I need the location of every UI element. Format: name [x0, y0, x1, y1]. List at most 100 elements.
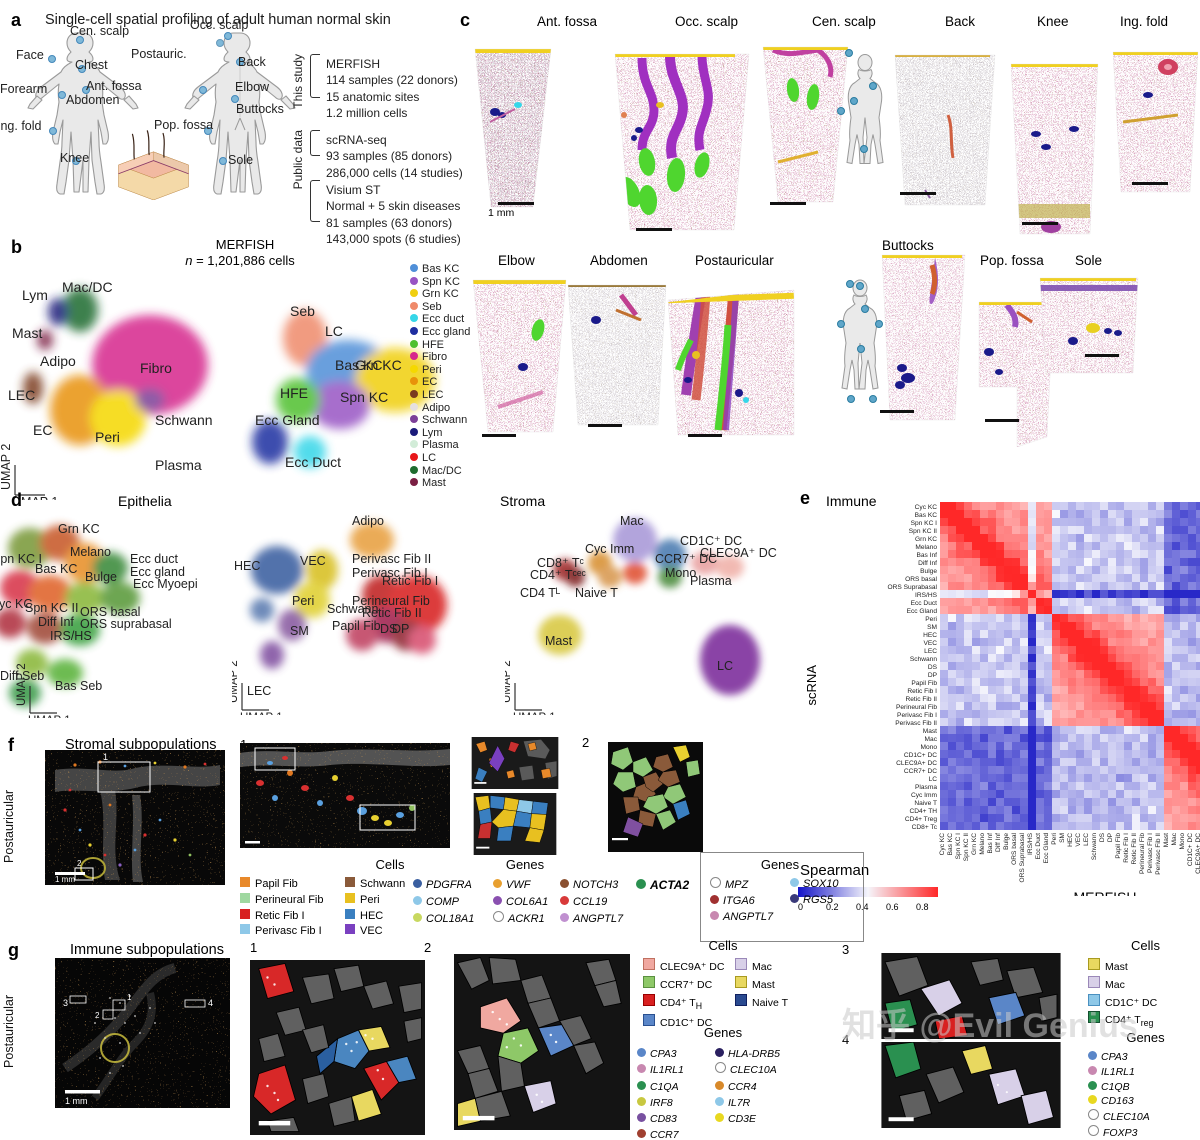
svg-text:Ecc duct: Ecc duct — [130, 552, 178, 566]
svg-text:Peri: Peri — [95, 429, 120, 445]
svg-text:Schwann: Schwann — [1091, 833, 1098, 860]
svg-text:CLEC9A+ DC: CLEC9A+ DC — [1195, 833, 1200, 874]
svg-text:UMAP 1: UMAP 1 — [240, 712, 283, 715]
svg-text:UMAP 2: UMAP 2 — [16, 663, 28, 706]
svg-text:VEC: VEC — [300, 554, 326, 568]
svg-text:1: 1 — [127, 993, 132, 1002]
svg-text:Ecc Duct: Ecc Duct — [285, 454, 341, 470]
svg-text:Retic Fib II: Retic Fib II — [1131, 833, 1138, 865]
svg-text:2: 2 — [95, 1011, 100, 1020]
svg-text:Spn KC I: Spn KC I — [955, 833, 962, 860]
svg-text:Bas Inf: Bas Inf — [987, 833, 994, 854]
svg-text:Ecc Duct: Ecc Duct — [1035, 833, 1042, 860]
svg-text:SM: SM — [927, 624, 937, 631]
svg-text:Mac: Mac — [925, 736, 938, 743]
svg-text:Retic Fib I: Retic Fib I — [1123, 833, 1130, 863]
svg-text:SM: SM — [1059, 833, 1066, 843]
svg-text:4: 4 — [208, 998, 213, 1008]
svg-text:Perivasc Fib I: Perivasc Fib I — [897, 712, 937, 719]
svg-text:Bulge: Bulge — [920, 568, 937, 575]
svg-text:Papil Fib: Papil Fib — [911, 680, 937, 687]
svg-text:Melano: Melano — [70, 545, 111, 559]
svg-text:Fibro: Fibro — [140, 360, 172, 376]
svg-text:Lym: Lym — [22, 287, 48, 303]
svg-text:Naive T: Naive T — [914, 800, 937, 807]
svg-text:Schwann: Schwann — [910, 656, 937, 663]
svg-text:Seb: Seb — [290, 303, 315, 319]
svg-text:CD4⁺ Tᶜᵉᶜ: CD4⁺ Tᶜᵉᶜ — [530, 568, 587, 582]
svg-text:Mono: Mono — [1179, 833, 1186, 850]
svg-text:MERFISH: MERFISH — [1074, 889, 1137, 896]
svg-text:Grn KC: Grn KC — [355, 357, 402, 373]
svg-text:Mac: Mac — [620, 514, 644, 528]
svg-text:DS: DS — [928, 664, 938, 671]
svg-text:UMAP 1: UMAP 1 — [28, 715, 71, 718]
svg-text:Peri: Peri — [925, 616, 937, 623]
svg-text:1: 1 — [103, 752, 108, 762]
svg-text:Bulge: Bulge — [85, 570, 117, 584]
svg-text:Adipo: Adipo — [40, 353, 76, 369]
svg-text:Melano: Melano — [979, 833, 986, 855]
svg-text:3: 3 — [63, 998, 68, 1008]
svg-text:LC: LC — [717, 659, 733, 673]
svg-text:UMAP 1: UMAP 1 — [513, 712, 556, 715]
svg-text:CD8+ Tc: CD8+ Tc — [912, 824, 938, 831]
svg-text:Melano: Melano — [915, 544, 937, 551]
svg-text:Perivasc Fib I: Perivasc Fib I — [1147, 833, 1154, 873]
svg-text:IRS/HS: IRS/HS — [915, 592, 938, 599]
svg-text:Spn KC I: Spn KC I — [911, 520, 938, 527]
svg-text:UMAP 2: UMAP 2 — [505, 660, 513, 703]
svg-text:Bulge: Bulge — [1003, 833, 1010, 850]
svg-text:Spn KC II: Spn KC II — [963, 833, 970, 861]
svg-text:Bas KC: Bas KC — [35, 562, 77, 576]
svg-text:Mono: Mono — [921, 744, 938, 751]
svg-text:0.8: 0.8 — [916, 902, 929, 912]
svg-text:LC: LC — [325, 323, 343, 339]
svg-text:Schwann: Schwann — [155, 412, 213, 428]
svg-text:Spn KC: Spn KC — [340, 389, 388, 405]
svg-text:1 mm: 1 mm — [65, 1096, 88, 1106]
svg-text:VEC: VEC — [1075, 833, 1082, 847]
svg-text:Mast: Mast — [923, 728, 937, 735]
svg-text:LEC: LEC — [1083, 833, 1090, 846]
svg-text:Bas KC: Bas KC — [915, 512, 938, 519]
svg-text:2: 2 — [77, 859, 82, 868]
svg-text:DP: DP — [392, 622, 409, 636]
svg-text:ORS basal: ORS basal — [1011, 832, 1018, 864]
svg-text:Bas Seb: Bas Seb — [55, 679, 102, 693]
svg-text:Retic Fib I: Retic Fib I — [382, 574, 438, 588]
svg-text:LEC: LEC — [247, 684, 271, 698]
svg-text:IRS/HS: IRS/HS — [50, 629, 92, 643]
svg-text:Spn KC II: Spn KC II — [25, 601, 79, 615]
svg-text:Plasma: Plasma — [155, 457, 202, 473]
svg-text:Mast: Mast — [545, 634, 573, 648]
svg-text:HEC: HEC — [1067, 833, 1074, 847]
svg-text:HEC: HEC — [234, 559, 260, 573]
svg-text:Perivasc Fib II: Perivasc Fib II — [895, 720, 937, 727]
svg-text:VEC: VEC — [923, 640, 937, 647]
svg-text:Ecc Gland: Ecc Gland — [907, 608, 938, 615]
svg-text:CD4 Tᴸ: CD4 Tᴸ — [520, 586, 561, 600]
svg-text:UMAP 2: UMAP 2 — [232, 660, 240, 703]
svg-text:DS: DS — [1099, 832, 1106, 842]
svg-text:Diff Inf: Diff Inf — [38, 615, 74, 629]
svg-text:Grn KC: Grn KC — [58, 522, 100, 536]
svg-text:Grn KC: Grn KC — [971, 833, 978, 855]
svg-text:Grn KC: Grn KC — [915, 536, 937, 543]
svg-text:Mac: Mac — [1171, 832, 1178, 845]
svg-text:CCR7⁺ DC: CCR7⁺ DC — [655, 552, 717, 566]
svg-text:Mast: Mast — [12, 325, 42, 341]
svg-text:ORS Suprabasal: ORS Suprabasal — [1019, 832, 1026, 882]
svg-text:Retic Fib II: Retic Fib II — [905, 696, 937, 703]
svg-text:UMAP 2: UMAP 2 — [0, 444, 13, 490]
svg-text:ORS basal: ORS basal — [905, 576, 937, 583]
svg-text:Cyc Imm: Cyc Imm — [911, 792, 938, 799]
svg-text:Diff Inf: Diff Inf — [918, 560, 937, 567]
svg-text:Mac/DC: Mac/DC — [62, 279, 113, 295]
svg-text:Cyc KC: Cyc KC — [939, 833, 946, 856]
svg-text:Plasma: Plasma — [915, 784, 937, 791]
svg-text:Perineural Fib: Perineural Fib — [1139, 833, 1146, 874]
svg-text:HFE: HFE — [280, 385, 308, 401]
svg-text:Bas Inf: Bas Inf — [916, 552, 937, 559]
svg-text:CD4+ TH: CD4+ TH — [909, 808, 937, 815]
